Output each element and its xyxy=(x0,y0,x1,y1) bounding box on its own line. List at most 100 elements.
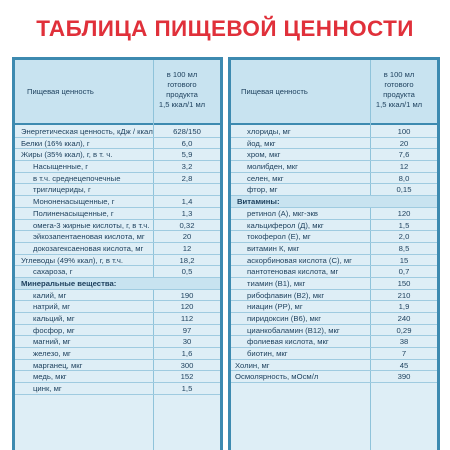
nutrient-value: 20 xyxy=(399,138,409,148)
nutrient-value: 1,9 xyxy=(398,302,410,312)
nutrient-value: 112 xyxy=(180,314,194,323)
table-row: фолиевая кислота, мкг 38 xyxy=(231,336,437,349)
nutrient-name: калий, мг xyxy=(33,290,67,300)
nutrient-value: 0,5 xyxy=(181,267,193,277)
table-row: витамин К, мкг 8,5 xyxy=(231,243,437,255)
nutrient-value: 210 xyxy=(397,290,411,300)
table-row: йод, мкг 20 xyxy=(231,138,437,150)
page-title: ТАБЛИЦА ПИЩЕВОЙ ЦЕННОСТИ xyxy=(36,16,414,41)
nutrient-value: 152 xyxy=(180,372,194,382)
nutrient-name: молибден, мкг xyxy=(247,162,298,172)
column-header-per-100ml: в 100 мл готового продукта 1,5 ккал/1 мл xyxy=(158,70,206,109)
table-row: докозагексаеновая кислота, мг 12 xyxy=(15,243,220,255)
nutrient-value: 12 xyxy=(182,243,192,253)
column-header-per-100ml: в 100 мл готового продукта 1,5 ккал/1 мл xyxy=(375,70,423,109)
column-header-nutrient: Пищевая ценность xyxy=(241,87,308,96)
table-row: триглицериды, г xyxy=(15,184,220,197)
nutrient-name: хлориды, мг xyxy=(247,127,291,136)
section-header-row: Минеральные вещества: xyxy=(15,277,220,290)
nutrient-name: хром, мкг xyxy=(247,150,281,160)
column-header-nutrient: Пищевая ценность xyxy=(27,87,94,96)
nutrient-name: в т.ч. среднецепочечные xyxy=(33,173,121,183)
nutrient-name: Мононенасыщенные, г xyxy=(33,197,115,207)
table-row: марганец, мкг 300 xyxy=(15,360,220,372)
nutrient-value: 120 xyxy=(397,208,411,218)
column-divider xyxy=(153,60,154,450)
table-row: хром, мкг 7,6 xyxy=(231,149,437,162)
nutrition-table-right: Пищевая ценность в 100 мл готового проду… xyxy=(228,57,440,450)
table-row: Мононенасыщенные, г 1,4 xyxy=(15,196,220,208)
nutrient-value: 15 xyxy=(399,255,409,265)
table-row: ниацин (РР), мг 1,9 xyxy=(231,301,437,313)
table-row: фтор, мг 0,15 xyxy=(231,184,437,197)
table-row: Насыщенные, г 3,2 xyxy=(15,161,220,173)
nutrient-name: аскорбиновая кислота (С), мг xyxy=(247,255,352,265)
table-row: биотин, мкг 7 xyxy=(231,348,437,360)
table-row: медь, мкг 152 xyxy=(15,371,220,384)
table-row: омега-3 жирные кислоты, г, в т.ч. 0,32 xyxy=(15,220,220,232)
nutrient-name: медь, мкг xyxy=(33,372,67,382)
table-row: селен, мкг 8,0 xyxy=(231,173,437,185)
table-header: Пищевая ценность в 100 мл готового проду… xyxy=(15,60,220,125)
nutrient-name: Осмолярность, мОсм/л xyxy=(235,372,319,382)
table-row: хлориды, мг 100 xyxy=(231,126,437,138)
nutrition-table-left: Пищевая ценность в 100 мл готового проду… xyxy=(12,57,223,450)
nutrient-value: 3,2 xyxy=(181,162,193,172)
table-row: цианкобаламин (В12), мкг 0,29 xyxy=(231,325,437,337)
nutrient-value: 18,2 xyxy=(179,255,195,265)
nutrient-value: 12 xyxy=(399,162,409,172)
nutrient-value: 6,0 xyxy=(181,138,193,148)
table-row: калий, мг 190 xyxy=(15,290,220,302)
table-row: ретинол (А), мкг-экв 120 xyxy=(231,208,437,220)
nutrient-value: 240 xyxy=(397,314,411,323)
table-row: молибден, мкг 12 xyxy=(231,161,437,173)
table-row: Углеводы (49% ккал), г, в т.ч. 18,2 xyxy=(15,255,220,267)
table-row: кальциферол (Д), мкг 1,5 xyxy=(231,220,437,232)
table-row: тиамин (В1), мкг 150 xyxy=(231,278,437,290)
nutrient-value: 20 xyxy=(182,232,192,242)
nutrient-name: биотин, мкг xyxy=(247,349,288,359)
nutrient-value: 97 xyxy=(182,325,192,335)
nutrient-value: 628/150 xyxy=(173,127,201,136)
nutrient-value: 1,5 xyxy=(181,384,193,394)
nutrient-value: 8,0 xyxy=(398,173,410,183)
nutrient-name: Полиненасыщенные, г xyxy=(33,208,114,218)
nutrient-name: фолиевая кислота, мкг xyxy=(247,337,329,347)
table-body: Энергетическая ценность, кДж / ккал 628/1… xyxy=(15,126,220,395)
nutrient-name: эйкозапентаеновая кислота, мг xyxy=(33,232,145,242)
column-divider xyxy=(370,60,371,450)
table-row: Жиры (35% ккал), г, в т. ч. 5,9 xyxy=(15,149,220,162)
table-row: кальций, мг 112 xyxy=(15,313,220,325)
nutrient-name: селен, мкг xyxy=(247,173,284,183)
nutrient-name: фосфор, мг xyxy=(33,325,75,335)
nutrient-value: 0,29 xyxy=(396,325,412,335)
nutrient-value: 0,7 xyxy=(398,267,410,277)
table-row: Холин, мг 45 xyxy=(231,360,437,372)
nutrient-value: 2,0 xyxy=(398,232,410,242)
nutrient-name: цинк, мг xyxy=(33,384,62,394)
nutrient-value: 0,32 xyxy=(179,220,195,230)
nutrient-value: 5,9 xyxy=(181,150,193,160)
nutrient-name: фтор, мг xyxy=(247,185,278,195)
table-row: Белки (16% ккал), г 6,0 xyxy=(15,138,220,150)
nutrient-value: 120 xyxy=(180,302,194,312)
nutrient-value: 150 xyxy=(397,278,411,288)
nutrient-name: железо, мг xyxy=(33,349,71,359)
table-row: аскорбиновая кислота (С), мг 15 xyxy=(231,255,437,267)
table-row: рибофлавин (В2), мкг 210 xyxy=(231,290,437,302)
nutrient-name: Холин, мг xyxy=(235,360,270,370)
nutrient-value: 7,6 xyxy=(398,150,410,160)
nutrient-name: Витамины: xyxy=(237,197,280,207)
nutrient-value: 1,6 xyxy=(181,349,193,359)
nutrient-name: рибофлавин (В2), мкг xyxy=(247,290,325,300)
table-row: токоферол (Е), мг 2,0 xyxy=(231,231,437,243)
nutrient-value: 1,5 xyxy=(398,220,410,230)
table-row: сахароза, г 0,5 xyxy=(15,266,220,278)
nutrient-name: Минеральные вещества: xyxy=(21,278,117,288)
table-body: хлориды, мг 100 йод, мкг 20 хром, мкг 7,6 моли… xyxy=(231,126,437,384)
nutrient-name: тиамин (В1), мкг xyxy=(247,278,306,288)
table-row: Полиненасыщенные, г 1,3 xyxy=(15,208,220,220)
table-row: Энергетическая ценность, кДж / ккал 628/1… xyxy=(15,126,220,138)
nutrient-value: 45 xyxy=(399,360,409,370)
nutrient-name: кальциферол (Д), мкг xyxy=(247,220,324,230)
